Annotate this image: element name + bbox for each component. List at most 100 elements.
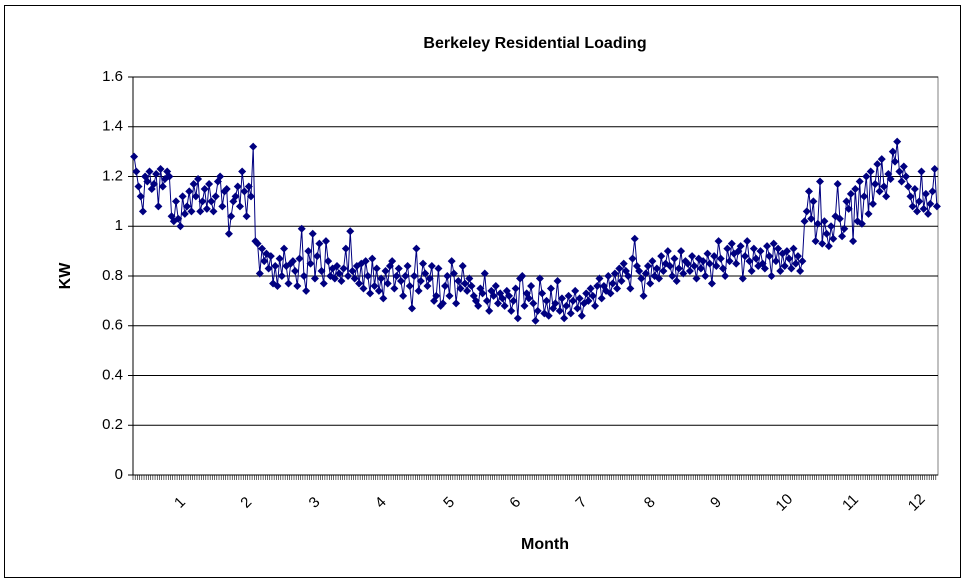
data-point: [264, 264, 273, 273]
data-point: [271, 262, 280, 271]
data-point: [677, 247, 686, 256]
data-point: [659, 267, 668, 276]
data-point: [227, 212, 236, 221]
data-point: [288, 257, 297, 266]
data-point: [855, 177, 864, 186]
data-point: [807, 214, 816, 223]
data-point: [401, 272, 410, 280]
data-point: [824, 242, 833, 251]
data-point: [893, 137, 902, 146]
data-point: [178, 192, 187, 201]
data-point: [895, 167, 904, 176]
data-point: [595, 274, 604, 283]
data-point: [738, 274, 747, 283]
data-point: [566, 309, 575, 318]
data-point: [224, 229, 233, 238]
data-point: [743, 237, 752, 246]
data-point: [776, 267, 785, 276]
data-point: [165, 172, 174, 181]
data-point: [791, 259, 800, 268]
data-point: [368, 254, 377, 263]
data-point: [557, 294, 566, 303]
data-point: [712, 262, 721, 271]
data-point: [434, 264, 443, 273]
data-point: [377, 274, 386, 283]
data-point: [688, 252, 697, 261]
data-point: [341, 244, 350, 253]
data-point: [249, 142, 258, 151]
data-point: [346, 227, 355, 236]
data-point: [628, 254, 637, 263]
data-point: [299, 272, 308, 280]
data-point: [767, 272, 776, 280]
data-point: [535, 274, 544, 283]
data-point: [412, 244, 421, 253]
data-point: [842, 197, 851, 206]
data-point: [639, 291, 648, 300]
data-point: [211, 192, 220, 201]
data-point: [725, 257, 734, 266]
data-point: [277, 272, 286, 280]
data-point: [132, 167, 141, 176]
data-point: [571, 286, 580, 295]
data-point: [527, 281, 536, 290]
data-point: [608, 279, 617, 288]
data-point: [149, 179, 158, 188]
data-point: [811, 237, 820, 246]
data-point: [913, 207, 922, 216]
data-point: [637, 274, 646, 283]
y-tick-label: 1.6: [102, 68, 123, 85]
data-point: [172, 197, 181, 206]
data-point: [242, 212, 251, 221]
data-point: [538, 289, 547, 298]
data-point: [588, 291, 597, 300]
data-point: [209, 207, 218, 216]
data-point: [498, 294, 507, 303]
data-point: [335, 269, 344, 278]
data-point: [714, 237, 723, 246]
data-point: [736, 242, 745, 251]
data-point: [663, 247, 672, 256]
data-point: [670, 254, 679, 263]
data-point: [871, 179, 880, 188]
data-point: [258, 244, 267, 253]
data-point: [727, 239, 736, 248]
data-point: [403, 262, 412, 271]
data-point: [317, 267, 326, 276]
data-point: [732, 259, 741, 268]
data-point: [421, 269, 430, 278]
data-point: [198, 197, 207, 206]
data-point: [321, 237, 330, 246]
data-point: [787, 264, 796, 273]
data-point: [238, 167, 247, 176]
data-point: [405, 281, 414, 290]
data-point: [902, 172, 911, 181]
data-point: [813, 219, 822, 228]
data-point: [624, 272, 633, 280]
data-point: [899, 162, 908, 171]
data-point: [930, 165, 939, 174]
data-point: [319, 279, 328, 288]
data-point: [407, 304, 416, 313]
data-point: [136, 192, 145, 201]
data-point: [562, 301, 571, 310]
data-point: [542, 296, 551, 305]
data-point: [774, 244, 783, 253]
data-point: [518, 272, 527, 280]
data-point: [315, 239, 324, 248]
data-point: [233, 182, 242, 191]
data-point: [718, 264, 727, 273]
data-point: [886, 174, 895, 183]
y-tick-label: 1: [115, 217, 123, 234]
data-point: [838, 232, 847, 241]
data-point: [789, 244, 798, 253]
y-tick-label: 1.4: [102, 118, 123, 135]
data-point: [533, 306, 542, 315]
data-point: [657, 252, 666, 261]
data-point: [432, 291, 441, 300]
data-point: [866, 167, 875, 176]
data-point: [568, 296, 577, 305]
data-point: [194, 174, 203, 183]
data-point: [646, 279, 655, 288]
data-point: [617, 276, 626, 285]
